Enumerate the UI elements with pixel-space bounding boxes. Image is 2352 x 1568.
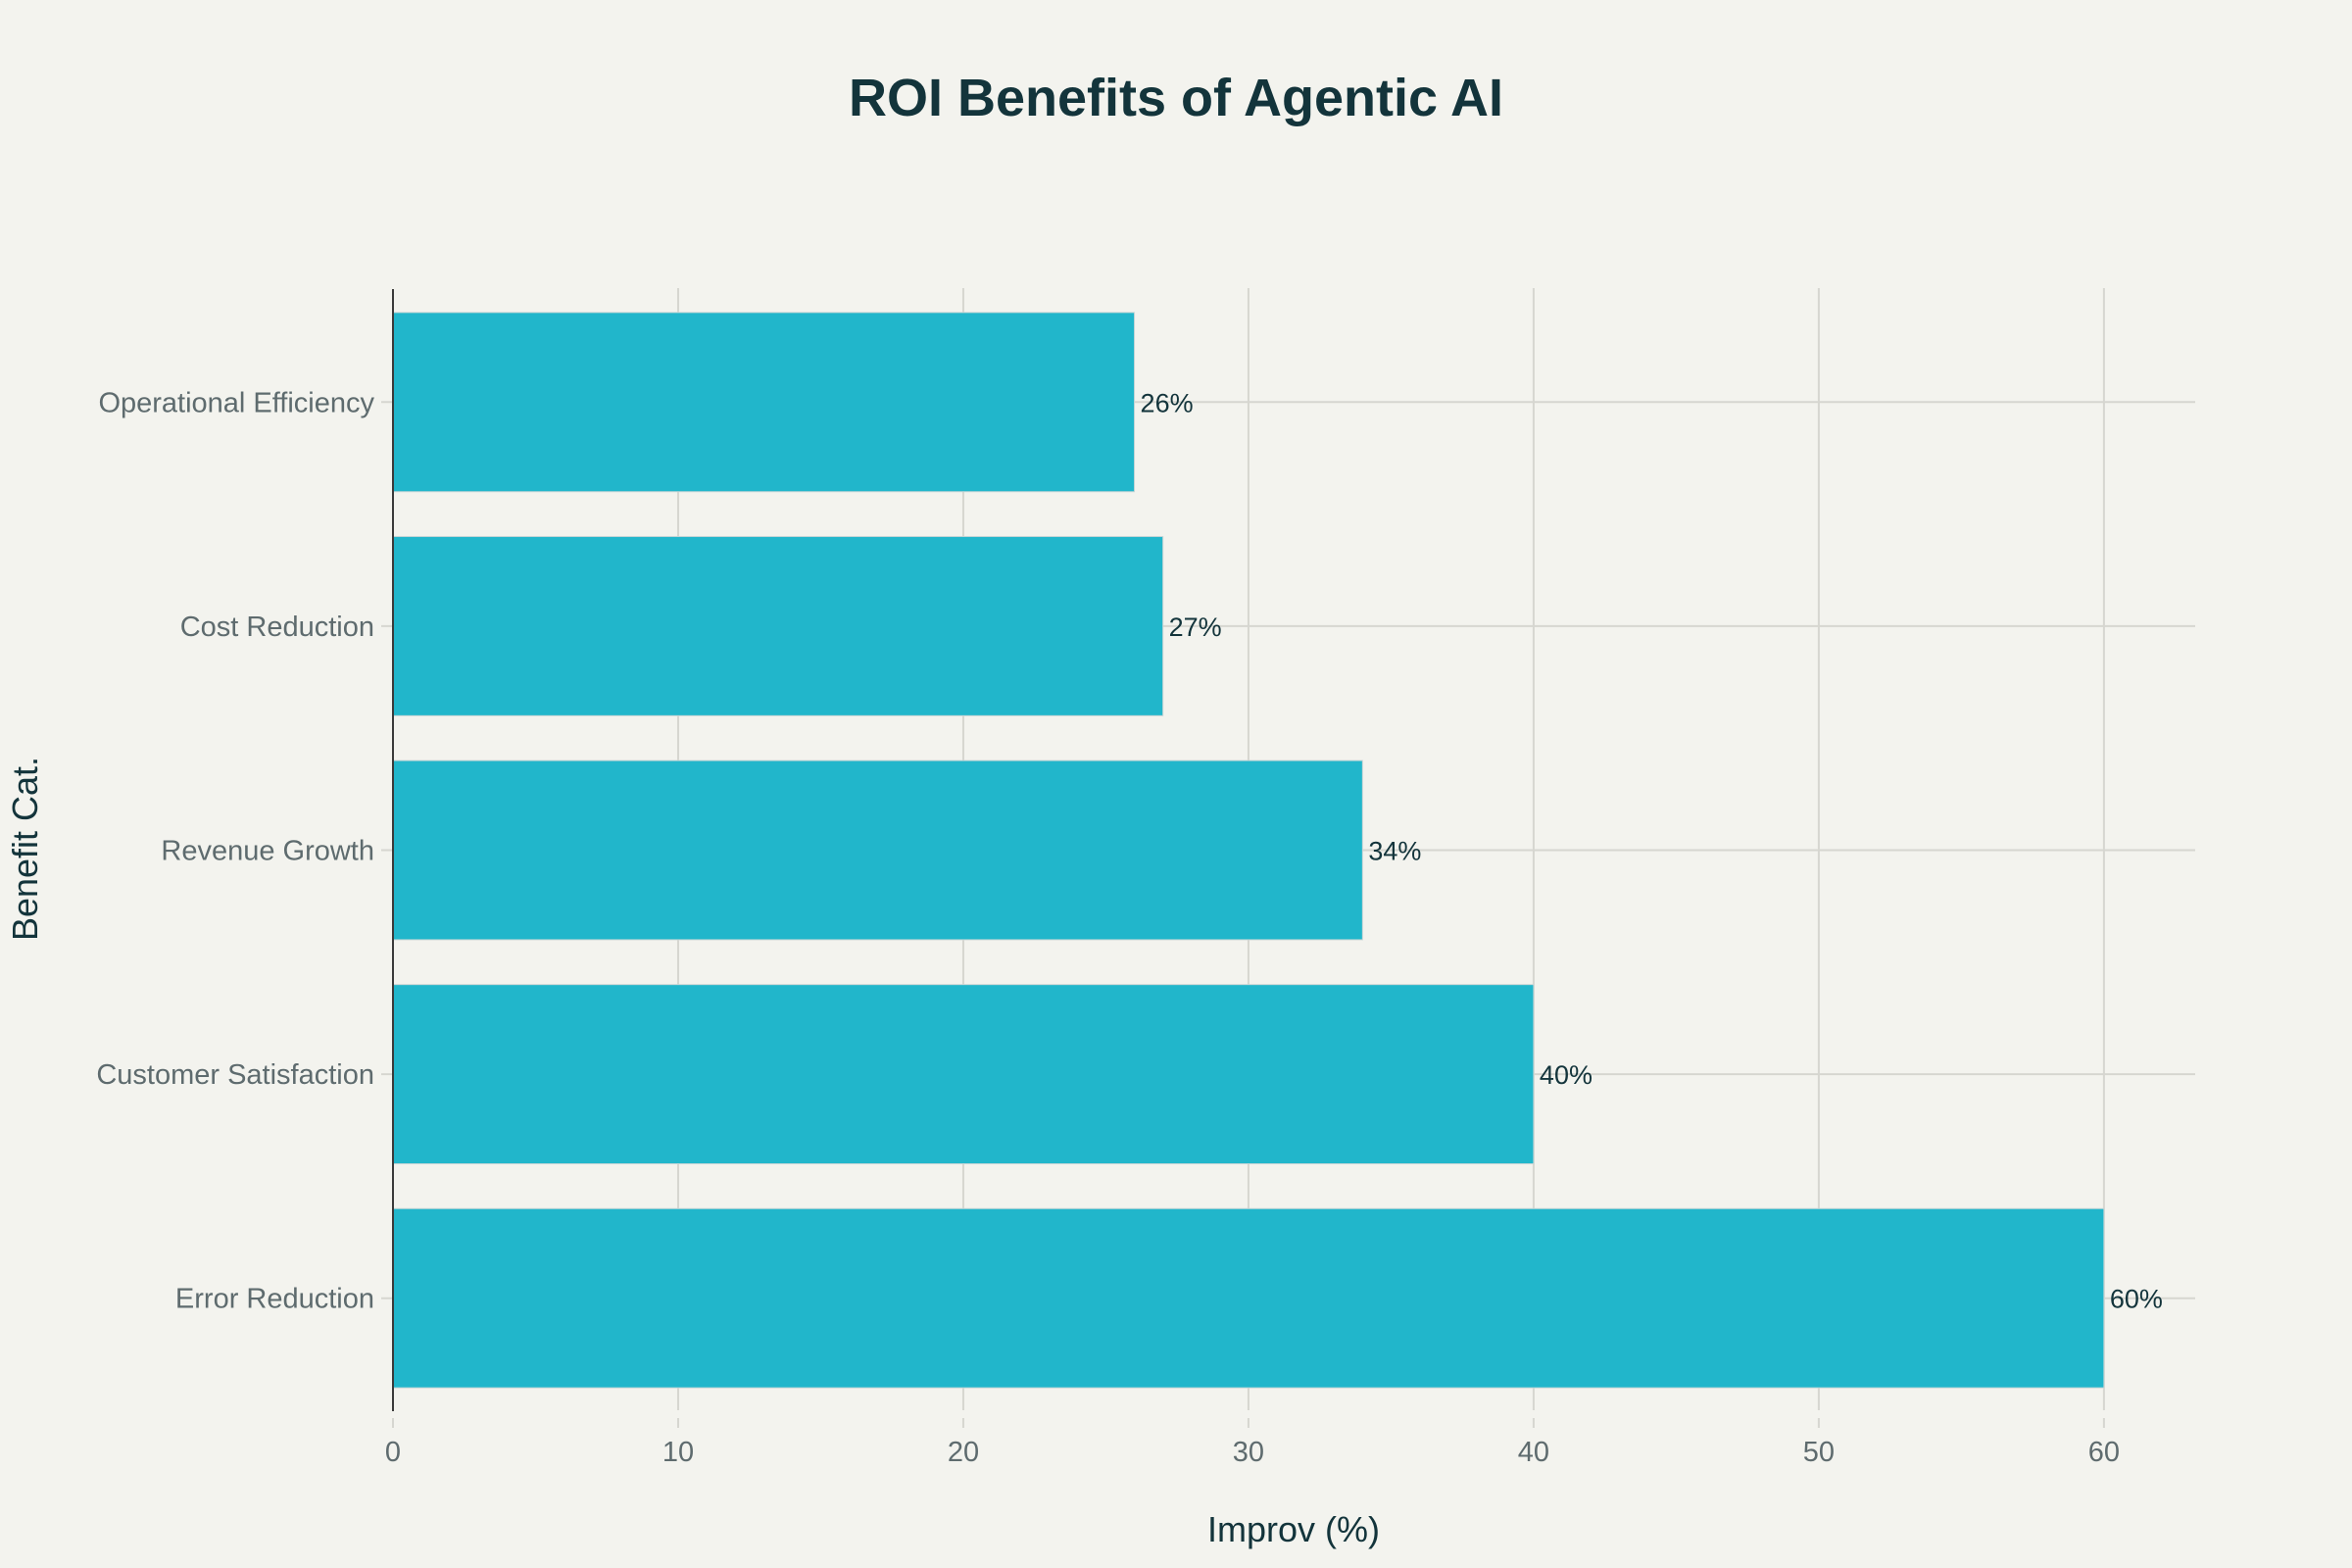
y-tick-label: Cost Reduction bbox=[180, 612, 374, 643]
bar bbox=[392, 984, 1535, 1165]
x-axis-title: Improv (%) bbox=[1207, 1509, 1380, 1549]
y-axis-title: Benefit Cat. bbox=[5, 757, 45, 941]
x-tick-label: 40 bbox=[1518, 1437, 1549, 1468]
x-tick-label: 20 bbox=[948, 1437, 979, 1468]
y-axis-ticks: Error Reduction Customer Satisfaction Reve… bbox=[96, 387, 374, 1314]
bar bbox=[392, 1207, 2105, 1389]
x-tick-label: 30 bbox=[1233, 1437, 1264, 1468]
bar bbox=[392, 535, 1164, 716]
y-tick-label: Operational Efficiency bbox=[98, 387, 374, 418]
x-tick-label: 10 bbox=[662, 1437, 694, 1468]
bar bbox=[392, 312, 1136, 493]
y-tick-label: Customer Satisfaction bbox=[96, 1059, 374, 1091]
bar-data-label: 40% bbox=[1540, 1060, 1592, 1090]
bar-data-label: 60% bbox=[2110, 1285, 2163, 1314]
x-tick-label: 50 bbox=[1803, 1437, 1835, 1468]
bar-data-label: 27% bbox=[1169, 612, 1222, 642]
y-tick-label: Revenue Growth bbox=[161, 836, 374, 867]
bar-data-label: 34% bbox=[1368, 837, 1421, 866]
x-tick-label: 0 bbox=[385, 1437, 401, 1468]
bars: 60% 40% 34% 27% 26% bbox=[392, 312, 2163, 1389]
bar-data-label: 26% bbox=[1141, 388, 1194, 417]
bar bbox=[392, 760, 1363, 941]
chart-title: ROI Benefits of Agentic AI bbox=[849, 69, 1503, 127]
x-tick-label: 60 bbox=[2088, 1437, 2120, 1468]
y-tick-label: Error Reduction bbox=[175, 1284, 374, 1315]
x-axis-ticks: 0 10 20 30 40 50 60 bbox=[385, 1418, 2120, 1468]
